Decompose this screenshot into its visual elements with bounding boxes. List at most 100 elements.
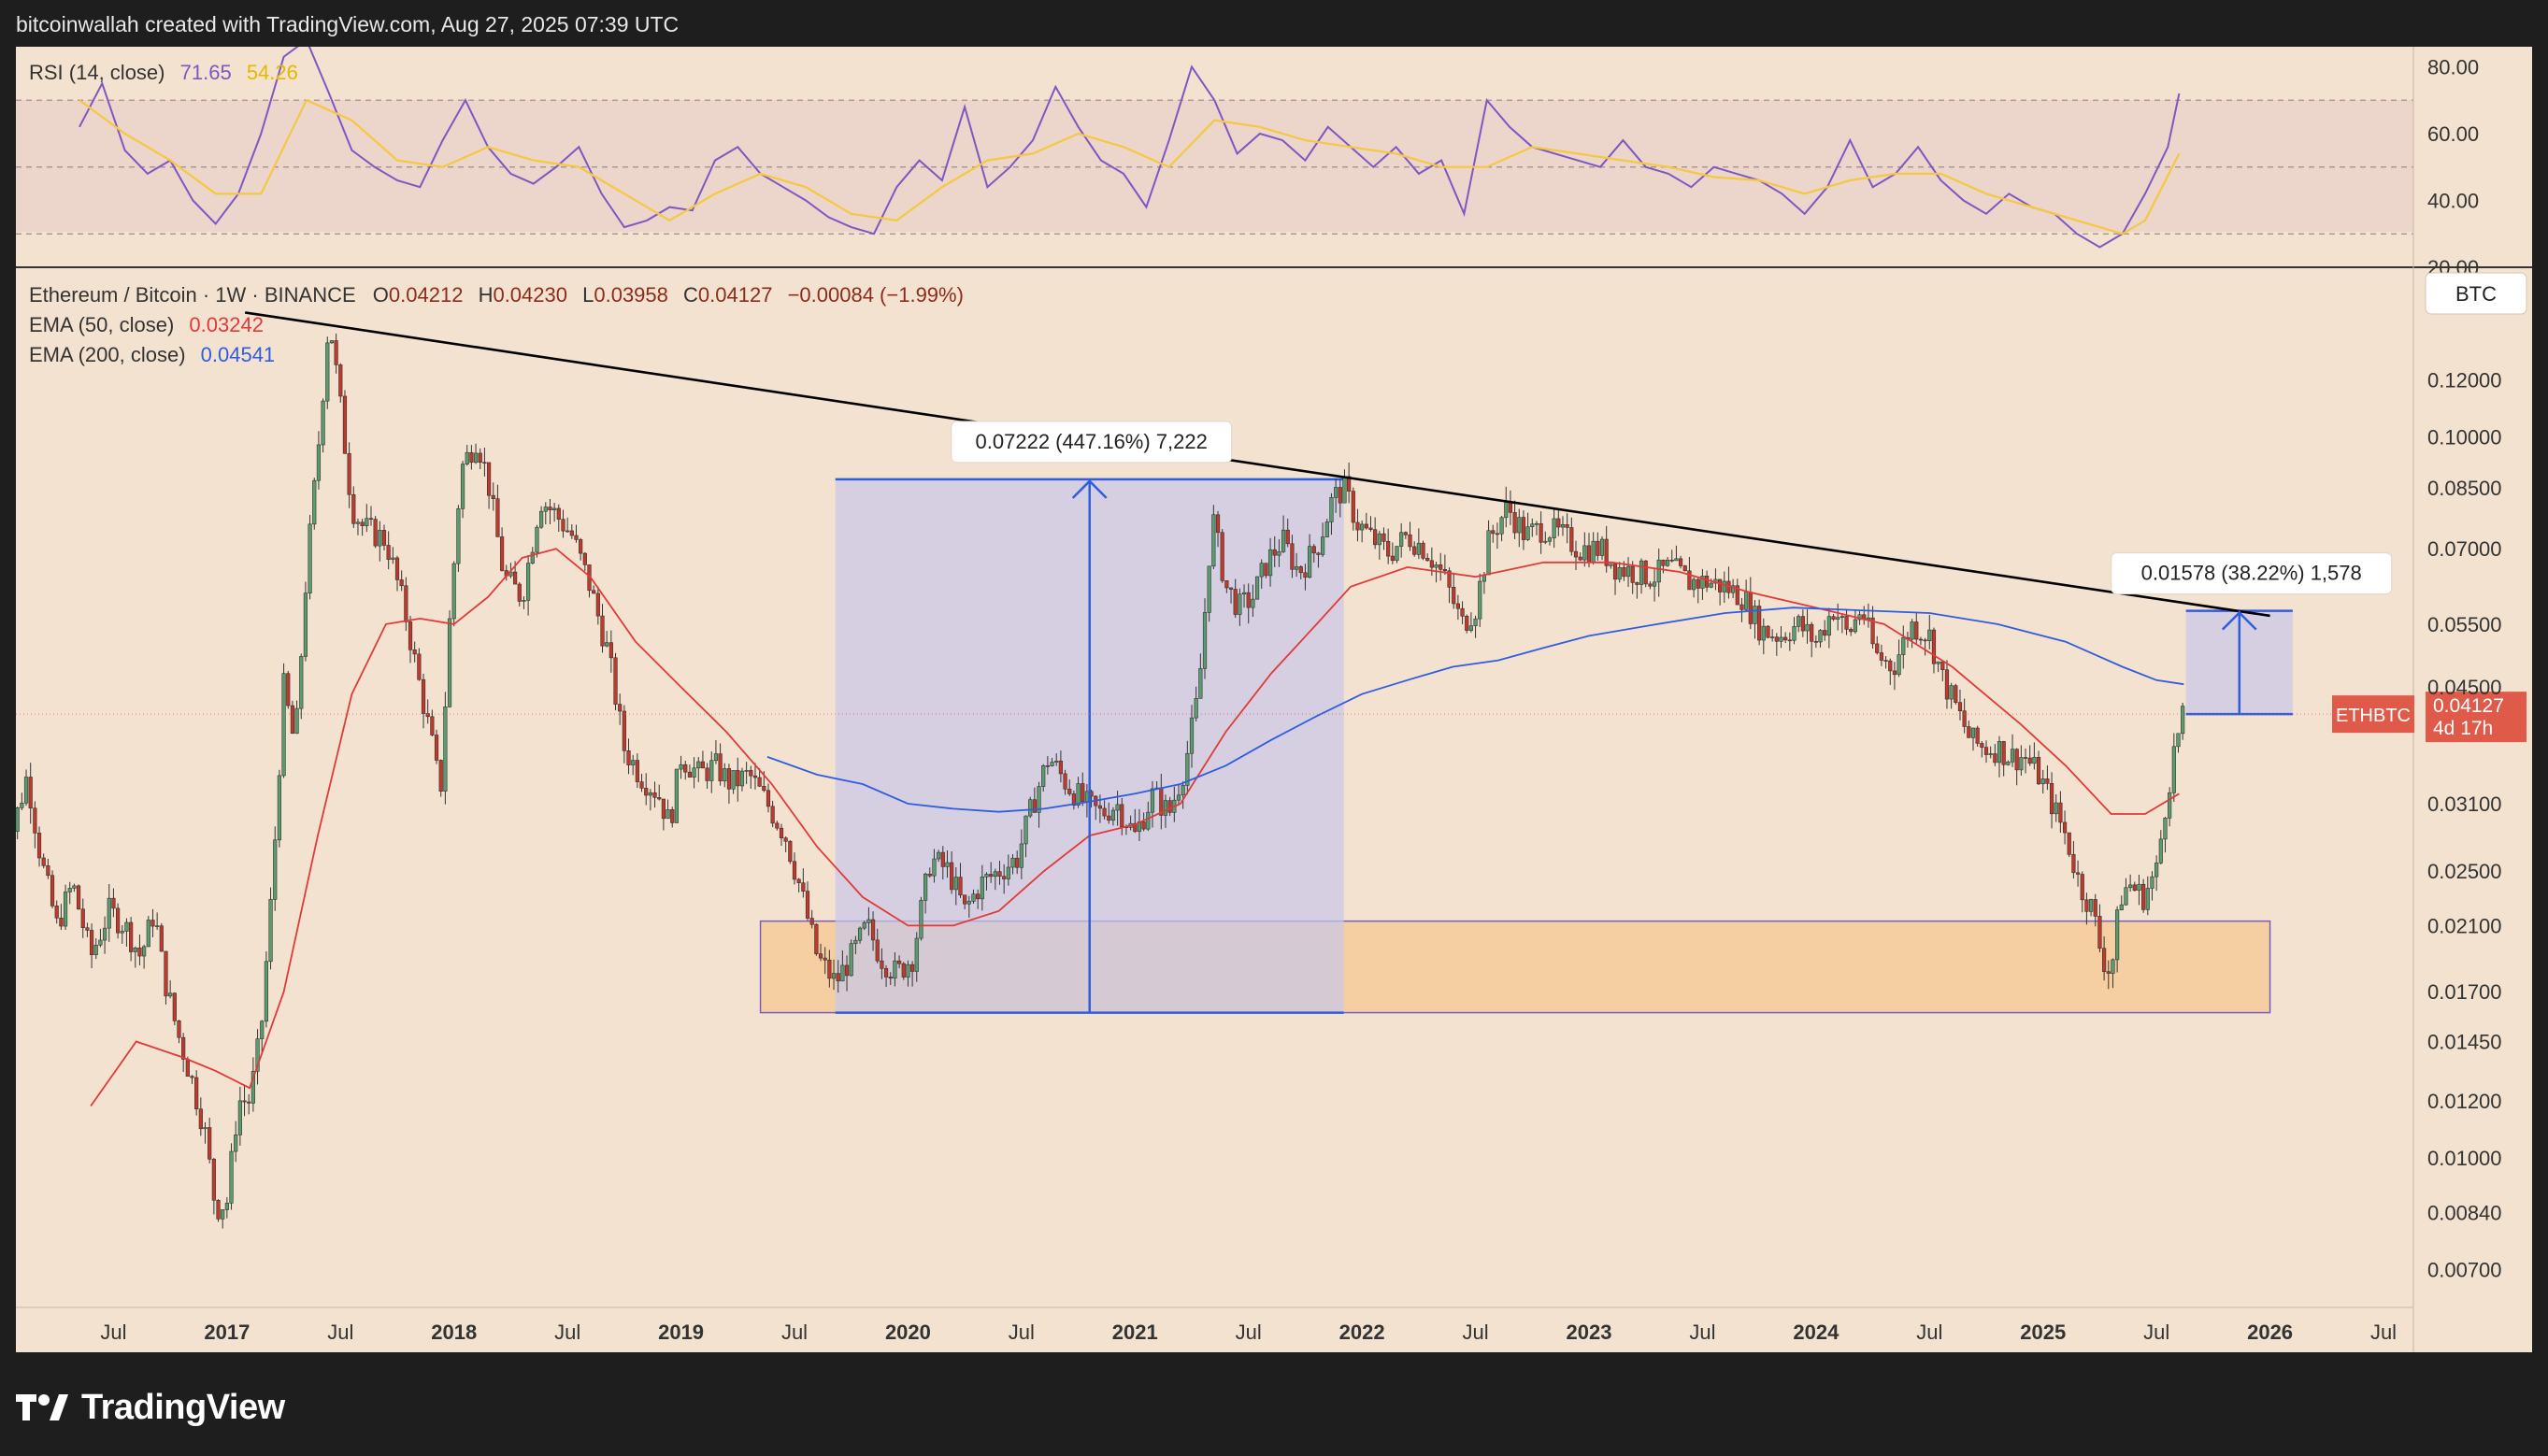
- candle-body: [98, 939, 103, 946]
- candle-body: [115, 907, 121, 934]
- candle-body: [1455, 603, 1460, 609]
- candle-body: [866, 919, 871, 923]
- measure-label-box[interactable]: [2111, 552, 2393, 595]
- high-value: 0.04230: [493, 283, 567, 307]
- candle-body: [2097, 916, 2102, 949]
- candle-body: [1298, 566, 1303, 574]
- candle-body: [1787, 639, 1792, 642]
- candle-body: [1412, 546, 1417, 555]
- candle-body: [1949, 685, 1954, 700]
- candle-body: [1063, 773, 1067, 790]
- candle-body: [766, 790, 771, 807]
- candle-body: [1901, 636, 1906, 655]
- drawing-zones[interactable]: [759, 478, 2293, 1014]
- candle-body: [1927, 629, 1932, 641]
- candle-body: [1102, 807, 1107, 817]
- candle-body: [1983, 747, 1989, 755]
- candle-body: [831, 973, 837, 979]
- ema50-legend-value: 0.03242: [189, 313, 264, 336]
- candle-body: [2124, 887, 2128, 906]
- candle-body: [1347, 476, 1352, 492]
- candle-body: [1246, 592, 1251, 608]
- candle-body: [618, 704, 623, 712]
- candle-body: [644, 788, 649, 796]
- candle-body: [1110, 809, 1116, 821]
- time-axis-tick-label: 2018: [431, 1320, 477, 1344]
- time-axis[interactable]: Jul 2017 Jul 2018 Jul 2019 Jul 2020 Jul 2021 Jul 20…: [100, 1320, 2397, 1344]
- candle-body: [460, 464, 465, 509]
- candle-body: [1368, 527, 1373, 530]
- candle-body: [391, 557, 395, 560]
- candle-body: [1141, 821, 1146, 830]
- candle-body: [185, 1059, 190, 1078]
- candle-body: [36, 833, 42, 859]
- candle-body: [512, 571, 518, 585]
- candle-body: [1774, 636, 1779, 642]
- measure-label-box[interactable]: [951, 421, 1233, 464]
- candle-body: [1560, 524, 1566, 528]
- candle-body: [456, 508, 461, 564]
- candle-body: [1478, 580, 1482, 620]
- candle-body: [1032, 799, 1037, 813]
- candle-body: [63, 892, 68, 927]
- candle-body: [552, 507, 557, 510]
- candle-body: [989, 874, 994, 878]
- candle-body: [1813, 641, 1818, 643]
- candle-body: [1081, 783, 1085, 803]
- candle-body: [844, 964, 850, 977]
- candle-body: [522, 600, 526, 602]
- candle-body: [1486, 530, 1491, 576]
- price-axis[interactable]: 0.12000 0.10000 0.08500 0.07000 0.05500 0.045…: [2427, 369, 2502, 1282]
- time-axis-tick-label: 2022: [1339, 1320, 1385, 1344]
- candle-body: [190, 1076, 194, 1078]
- trendline[interactable]: [244, 311, 2270, 618]
- rsi-ma-line: [79, 98, 2181, 236]
- candle-body: [2181, 706, 2185, 735]
- candle-body: [1133, 822, 1138, 833]
- svg-text:RSI (14, close) 71.65: RSI (14, close) 71.65 54.26: [29, 61, 298, 84]
- candle-body: [626, 750, 631, 765]
- candle-body: [1150, 788, 1155, 813]
- candle-body: [1377, 533, 1381, 546]
- candle-body: [1643, 560, 1648, 585]
- candle-body: [2115, 909, 2120, 961]
- candle-body: [1586, 545, 1592, 564]
- candle-body: [1940, 661, 1945, 671]
- candle-body: [657, 797, 662, 800]
- candle-body: [1599, 538, 1605, 556]
- candle-body: [247, 1101, 251, 1104]
- last-price-tag[interactable]: [2426, 692, 2527, 743]
- rsi-axis-tick-label: 80.00: [2427, 55, 2479, 79]
- candle-body: [613, 657, 618, 705]
- candle-body: [334, 340, 338, 365]
- candle-body: [2071, 854, 2076, 874]
- candle-body: [1578, 556, 1582, 561]
- candle-body: [299, 656, 304, 709]
- currency-button[interactable]: BTC: [2425, 272, 2527, 315]
- candle-body: [1338, 487, 1342, 504]
- candle-body: [914, 937, 919, 972]
- drawings[interactable]: 0.07222 (447.16%) 7,222 0.01578 (38.22%) …: [16, 311, 2527, 1013]
- candle-body: [893, 960, 897, 979]
- candle-body: [347, 452, 351, 495]
- candle-body: [556, 507, 561, 520]
- candle-body: [2067, 832, 2071, 855]
- candle-body: [129, 921, 134, 952]
- candle-body: [1539, 522, 1543, 543]
- candle-body: [971, 893, 976, 902]
- candle-body: [325, 342, 330, 402]
- candle-body: [46, 865, 50, 877]
- chart-frame[interactable]: 80.00 60.00 40.00 20.00 0.07222 (447.16%) 7…: [0, 38, 2532, 1352]
- candle-body: [381, 530, 387, 546]
- candle-body: [565, 530, 570, 533]
- candle-body: [919, 900, 923, 939]
- symbol-price-tag: [2332, 695, 2414, 734]
- candle-body: [1609, 564, 1613, 566]
- candle-body: [1897, 654, 1901, 676]
- candle-body: [59, 917, 64, 927]
- candle-body: [2080, 874, 2084, 901]
- tradingview-logo[interactable]: TradingView: [16, 1379, 285, 1435]
- candle-body: [1552, 518, 1556, 538]
- candle-body: [1700, 576, 1705, 589]
